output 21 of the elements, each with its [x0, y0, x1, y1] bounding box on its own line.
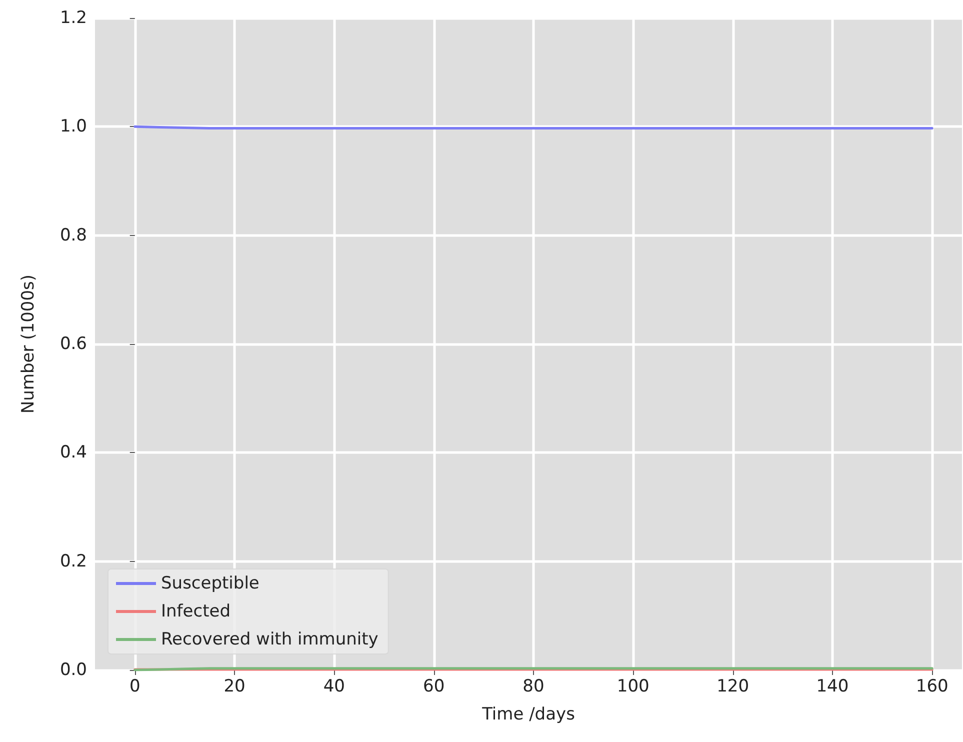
y-tick-label: 0.2 [60, 551, 87, 572]
y-tick-label: 0.4 [60, 442, 87, 463]
x-tick-label: 160 [916, 676, 948, 696]
x-axis-title: Time /days [481, 704, 576, 724]
y-tick-label: 0.6 [60, 334, 87, 354]
y-axis-title: Number (1000s) [18, 274, 38, 414]
x-tick-label: 0 [129, 676, 140, 696]
x-tick-label: 40 [323, 676, 345, 696]
y-tick-label: 1.0 [60, 116, 87, 137]
y-tick-label: 1.2 [60, 8, 87, 28]
x-tick-label: 60 [423, 676, 445, 696]
x-tick-label: 20 [224, 676, 246, 696]
legend-label: Infected [161, 602, 230, 622]
x-tick-label: 100 [616, 676, 650, 696]
x-tick-label: 140 [816, 676, 849, 696]
y-tick-label: 0.8 [60, 225, 87, 246]
x-tick-label: 120 [716, 676, 750, 696]
x-tick-label: 80 [522, 676, 544, 696]
y-tick-label: 0.0 [60, 660, 87, 680]
legend-label: Susceptible [161, 574, 260, 594]
legend-label: Recovered with immunity [161, 630, 378, 650]
